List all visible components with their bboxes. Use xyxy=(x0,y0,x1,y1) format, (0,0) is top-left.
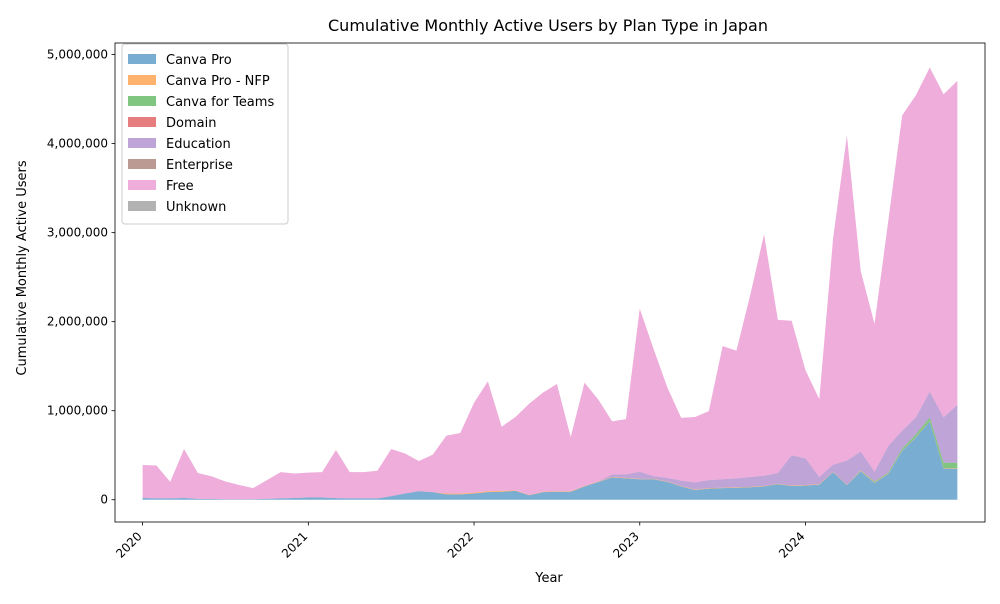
legend-label: Canva Pro - NFP xyxy=(166,74,270,89)
area-series-canva-pro xyxy=(142,421,958,500)
y-tick-label: 2,000,000 xyxy=(47,315,108,329)
y-tick-label: 3,000,000 xyxy=(47,226,108,240)
legend-label: Unknown xyxy=(166,200,226,215)
legend-label: Canva for Teams xyxy=(166,95,274,110)
areas-layer xyxy=(142,67,958,500)
y-tick-label: 0 xyxy=(100,493,108,507)
legend-label: Canva Pro xyxy=(166,53,232,68)
x-axis-label: Year xyxy=(534,571,563,586)
y-tick-label: 4,000,000 xyxy=(47,137,108,151)
legend: Canva Pro Canva Pro - NFP Canva for Teams D… xyxy=(121,43,289,225)
legend-label: Domain xyxy=(166,116,216,131)
legend-swatch xyxy=(128,75,156,85)
legend-swatch xyxy=(128,117,156,127)
legend-swatch xyxy=(128,180,156,190)
legend-label: Enterprise xyxy=(166,158,233,173)
legend-label: Free xyxy=(166,179,194,194)
plot-frame xyxy=(114,42,986,523)
legend-frame xyxy=(121,43,289,225)
chart-title: Cumulative Monthly Active Users by Plan … xyxy=(328,16,768,35)
legend-label: Education xyxy=(166,137,231,152)
y-tick-label: 1,000,000 xyxy=(47,404,108,418)
legend-swatch xyxy=(128,201,156,211)
y-tick-label: 5,000,000 xyxy=(47,48,108,62)
legend-swatch xyxy=(128,138,156,148)
y-axis-label: Cumulative Monthly Active Users xyxy=(15,160,30,375)
area-series-free xyxy=(142,67,958,500)
legend-swatch xyxy=(128,54,156,64)
legend-swatch xyxy=(128,96,156,106)
legend-swatch xyxy=(128,159,156,169)
